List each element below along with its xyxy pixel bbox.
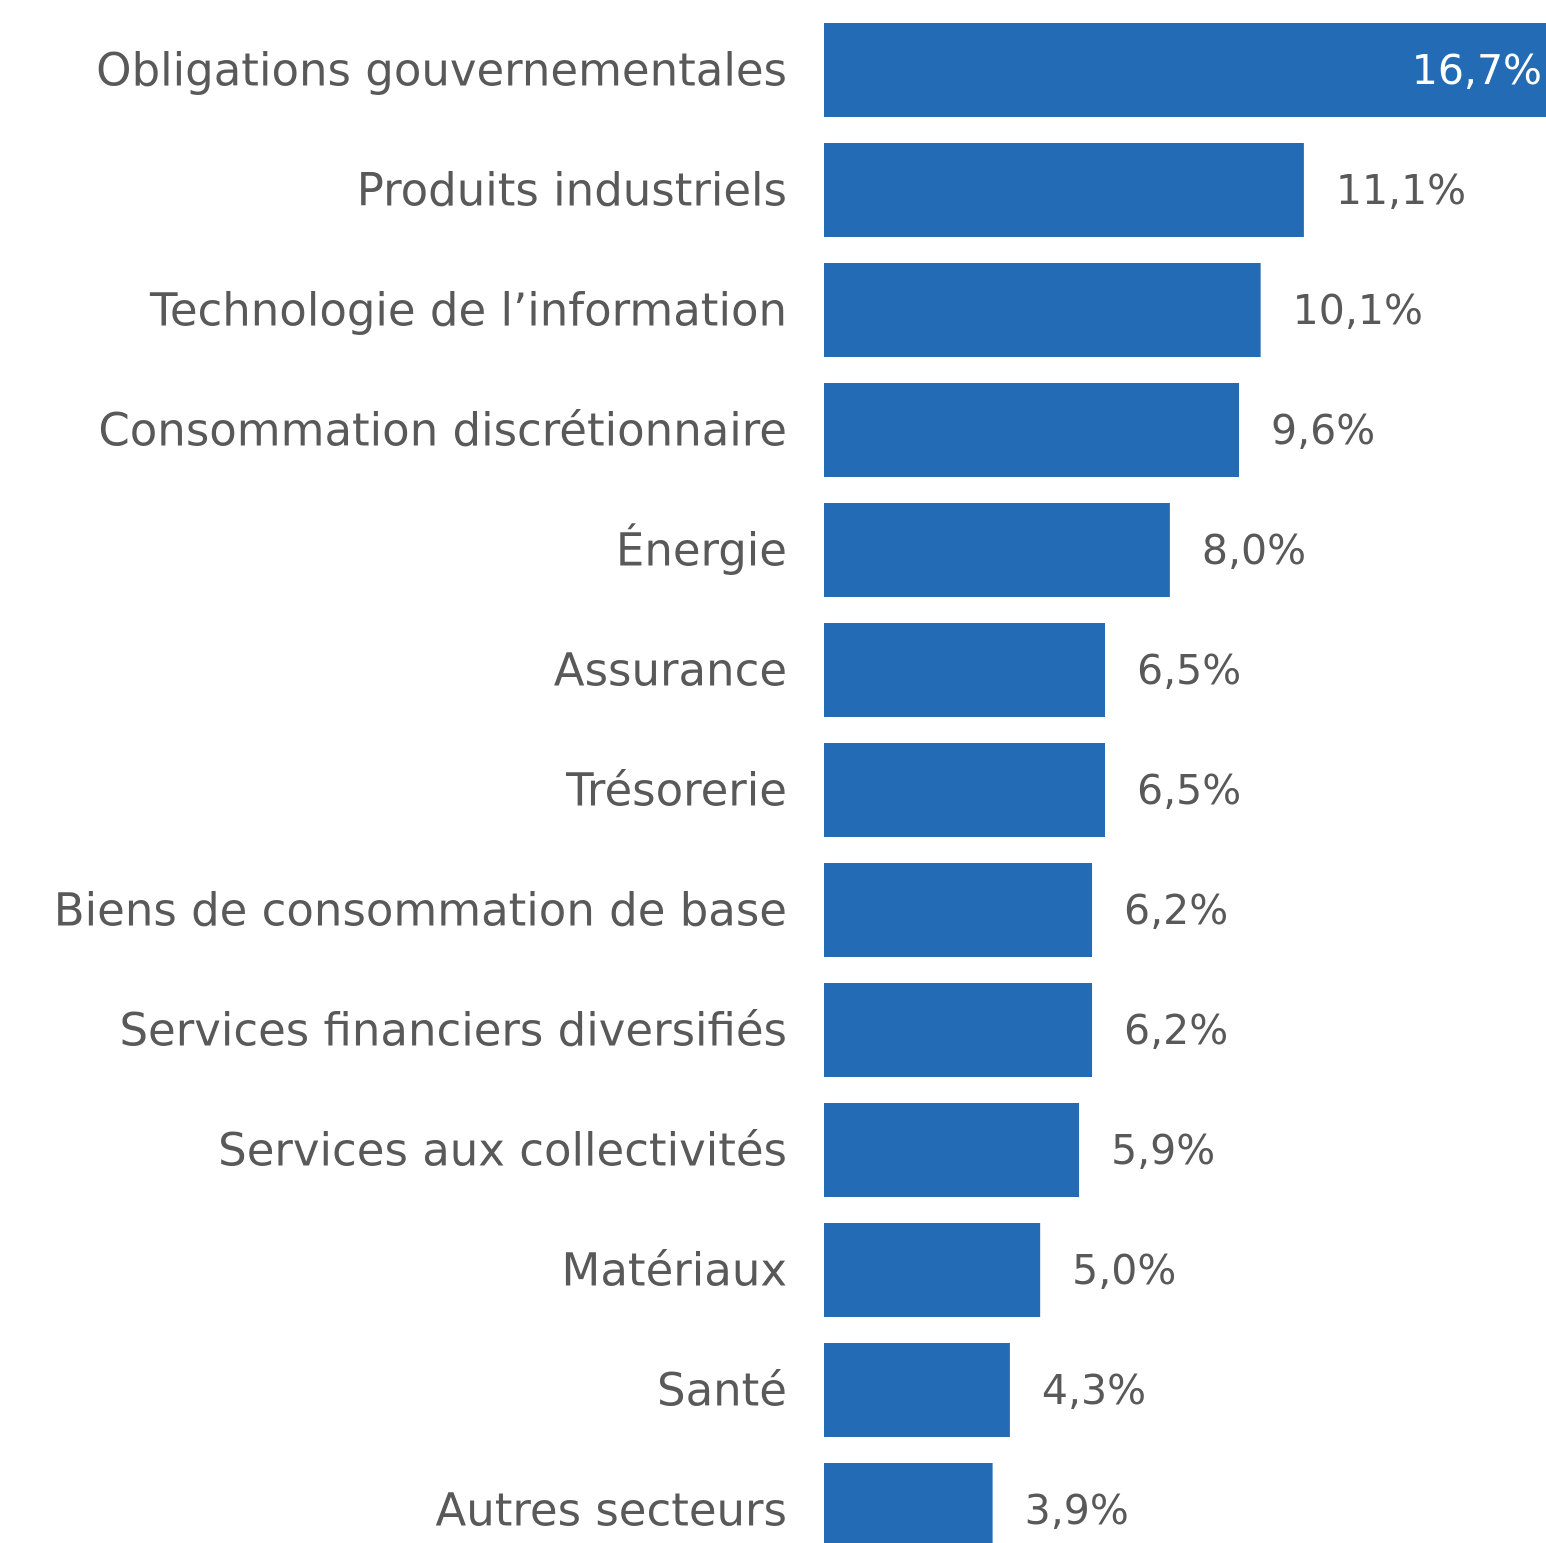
value-label: 6,2%	[1124, 886, 1228, 934]
value-label: 6,5%	[1137, 646, 1241, 694]
value-label: 10,1%	[1293, 286, 1423, 334]
bar	[824, 383, 1240, 477]
value-label: 11,1%	[1336, 166, 1466, 214]
category-label: Assurance	[554, 644, 787, 697]
value-label: 6,5%	[1137, 766, 1241, 814]
value-label: 3,9%	[1025, 1486, 1129, 1534]
category-label: Services aux collectivités	[218, 1124, 787, 1177]
category-label: Trésorerie	[565, 764, 787, 817]
category-label: Obligations gouvernementales	[96, 44, 787, 97]
bar	[824, 983, 1093, 1077]
category-label: Énergie	[616, 524, 787, 577]
value-label: 5,0%	[1072, 1246, 1176, 1294]
value-label: 6,2%	[1124, 1006, 1228, 1054]
bar	[824, 863, 1093, 957]
category-label: Services financiers diversifiés	[119, 1004, 787, 1057]
category-label: Autres secteurs	[435, 1484, 787, 1537]
bar	[824, 143, 1304, 237]
value-label: 5,9%	[1111, 1126, 1215, 1174]
category-label: Matériaux	[562, 1244, 787, 1297]
category-label: Technologie de l’information	[149, 284, 787, 337]
category-label: Consommation discrétionnaire	[98, 404, 787, 457]
category-label: Santé	[657, 1364, 787, 1417]
bar	[824, 743, 1106, 837]
bars	[824, 23, 1546, 1543]
category-labels: Obligations gouvernementales Produits ind…	[54, 44, 787, 1537]
value-label: 4,3%	[1042, 1366, 1146, 1414]
bar	[824, 623, 1106, 717]
bar	[824, 263, 1261, 357]
bar	[824, 1343, 1010, 1437]
category-label: Produits industriels	[357, 164, 787, 217]
bar	[824, 1223, 1041, 1317]
bar	[824, 1103, 1080, 1197]
value-labels: 16,7% 11,1% 10,1% 9,6% 8,0% 6,5% 6,5% 6,2% 6,2% 5…	[1025, 46, 1542, 1534]
value-label: 8,0%	[1202, 526, 1306, 574]
value-label: 16,7%	[1412, 46, 1542, 94]
bar	[824, 503, 1170, 597]
category-label: Biens de consommation de base	[54, 884, 787, 937]
bar	[824, 23, 1546, 117]
bar	[824, 1463, 993, 1543]
value-label: 9,6%	[1271, 406, 1375, 454]
